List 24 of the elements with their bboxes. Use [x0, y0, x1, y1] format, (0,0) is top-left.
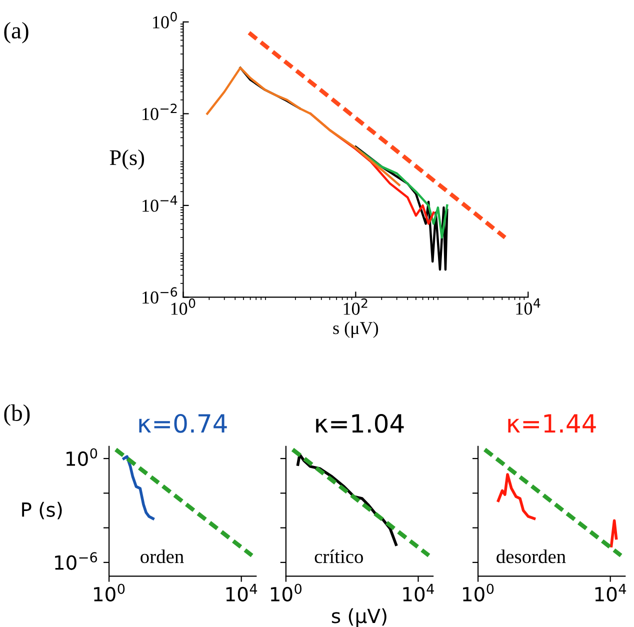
x-tick-label: 10$^{0}$ [463, 584, 494, 602]
x-tick-label: 10$^{4}$ [226, 584, 258, 602]
x-axis-title: s (μV) [333, 321, 378, 338]
y-axis-title: P(s) [110, 149, 144, 170]
x-axis-title: s (μV) [332, 608, 386, 627]
chart-title: κ=1.04 [316, 414, 404, 433]
chart-title: κ=0.74 [139, 414, 227, 433]
y-tick-label: 10$^{−6}$ [55, 552, 98, 570]
x-tick-label: 10$^{0}$ [94, 584, 125, 602]
x-tick-label: 10$^{4}$ [516, 298, 540, 315]
text: (b) [4, 404, 30, 426]
text: (a) [4, 22, 28, 44]
y-tick-label: 10$^{−4}$ [142, 195, 178, 212]
y-axis-title: P (s) [22, 502, 62, 520]
annotation: desorden [496, 549, 566, 564]
chart-title: κ=1.44 [508, 414, 596, 433]
y-tick-label: 10$^{−2}$ [142, 104, 177, 120]
annotation: crítico [314, 549, 363, 564]
y-tick-label: 10$^{0}$ [153, 12, 177, 28]
x-tick-label: 10$^{0}$ [270, 584, 302, 602]
x-tick-label: 10$^{4}$ [403, 584, 434, 602]
x-tick-label: 10$^{4}$ [595, 584, 626, 602]
annotation: orden [140, 549, 184, 564]
x-tick-label: 10$^{2}$ [344, 298, 368, 315]
